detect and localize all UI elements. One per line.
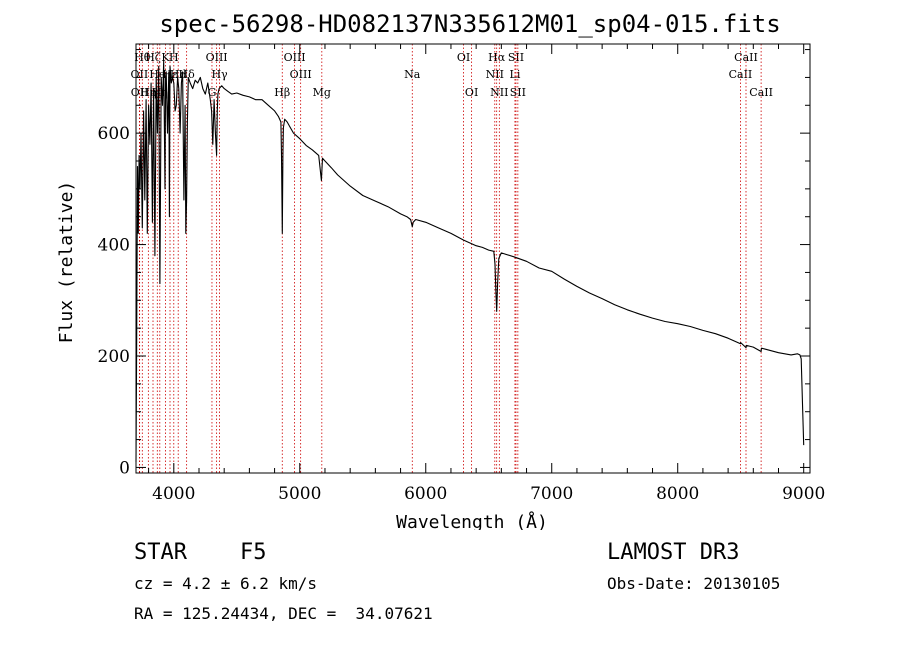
line-marker-label-15: Hβ (274, 86, 290, 99)
line-marker-label-21: OI (465, 86, 478, 99)
line-marker-label-4: Hζ (145, 51, 161, 64)
line-marker-label-30: CaII (749, 86, 773, 99)
coordinates-info: RA = 125.24434, DEC = 34.07621 (134, 604, 433, 623)
spectral-subclass: F5 (240, 540, 267, 565)
x-tick-label-1: 5000 (278, 484, 321, 504)
line-marker-label-24: NII (490, 86, 508, 99)
line-marker-label-22: NII (486, 68, 504, 81)
line-marker-label-29: CaII (734, 51, 758, 64)
object-class: STAR (134, 540, 187, 565)
line-marker-layer: OIIOIIHθHηHζHeHηKHεHHdHδGOIIIHγHβOIIIOII… (131, 44, 773, 473)
line-marker-label-28: CaII (729, 68, 753, 81)
y-axis-title: Flux (relative) (56, 181, 77, 344)
line-marker-label-7: K (161, 51, 170, 64)
y-tick-label-1: 200 (98, 347, 130, 367)
line-marker-label-17: OIII (290, 68, 312, 81)
line-marker-label-25: Li (510, 68, 521, 81)
line-marker-label-19: Na (404, 68, 421, 81)
line-marker-label-26: SII (508, 51, 524, 64)
line-marker-label-2: Hθ (134, 51, 151, 64)
y-tick-label-3: 600 (98, 124, 130, 144)
redshift-info: cz = 4.2 ± 6.2 km/s (134, 574, 318, 593)
x-axis-title: Wavelength (Å) (396, 511, 548, 530)
line-marker-label-3: Hη (140, 86, 156, 99)
y-tick-label-0: 0 (119, 458, 130, 478)
obs-date: Obs-Date: 20130105 (607, 574, 781, 593)
survey-label: LAMOST DR3 (607, 540, 740, 565)
line-marker-label-0: OII (131, 68, 149, 81)
x-tick-label-5: 9000 (782, 484, 825, 504)
line-marker-label-27: SII (510, 86, 526, 99)
line-marker-label-16: OIII (284, 51, 306, 64)
line-marker-label-23: Hα (488, 51, 506, 64)
line-marker-label-14: Hγ (211, 68, 228, 81)
plot-frame (135, 43, 811, 474)
x-tick-label-0: 4000 (152, 484, 195, 504)
x-tick-label-4: 8000 (656, 484, 699, 504)
x-tick-label-2: 6000 (404, 484, 447, 504)
line-marker-label-11: Hδ (179, 68, 196, 81)
y-tick-label-2: 400 (98, 236, 130, 256)
line-marker-label-9: H (169, 51, 179, 64)
spectrum-chart: spec-56298-HD082137N335612M01_sp04-015.f… (56, 10, 825, 530)
series-line-flux (135, 60, 805, 462)
line-marker-label-1: OII (131, 86, 149, 99)
chart-title: spec-56298-HD082137N335612M01_sp04-015.f… (159, 10, 780, 38)
line-marker-label-12: G (208, 86, 217, 99)
x-tick-label-3: 7000 (530, 484, 573, 504)
line-marker-label-13: OIII (206, 51, 228, 64)
series-layer (135, 60, 805, 462)
axis-tick-layer: 4000 5000 6000 7000 8000 9000 0 200 400 600 (98, 44, 825, 504)
line-marker-label-20: OI (457, 51, 470, 64)
line-marker-label-18: Mg (313, 86, 331, 99)
